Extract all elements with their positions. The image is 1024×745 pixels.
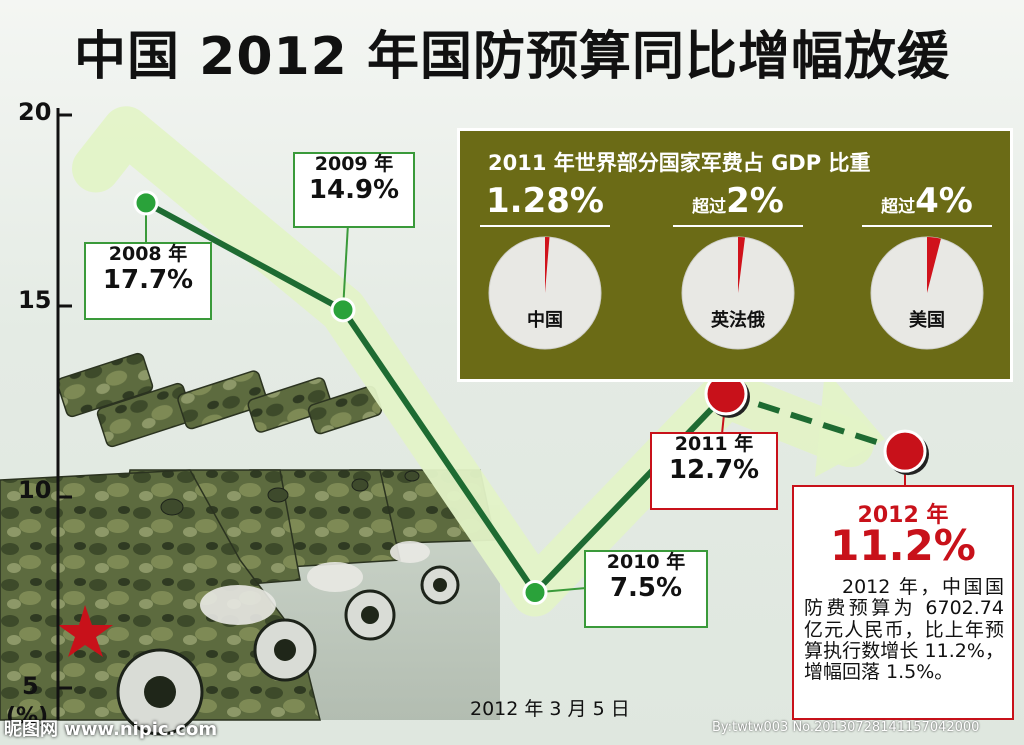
gdp-item-value: 1.28% (486, 181, 604, 221)
pie-slice (545, 237, 550, 293)
gdp-item-country: 中国 (527, 310, 563, 331)
gdp-panel-title: 2011 年世界部分国家军费占 GDP 比重 (488, 151, 871, 175)
gdp-item-prefix: 超过 (881, 197, 916, 217)
data-label-value: 14.9% (308, 174, 400, 205)
data-label-year: 2008 年 (108, 243, 188, 265)
y-tick-label: 5 (22, 672, 39, 700)
highlight-box-2012: 2012 年 11.2% 2012 年，中国国防费预算为 6702.74 亿元人… (792, 485, 1014, 720)
label-connector (342, 223, 349, 310)
data-label-value: 7.5% (609, 572, 683, 603)
gdp-item-country: 英法俄 (711, 310, 765, 331)
gdp-share-panel: 2011 年世界部分国家军费占 GDP 比重 1.28% 中国 超过2% 英法俄… (457, 128, 1013, 382)
pie-chart-usa (870, 236, 984, 350)
data-label-year: 2011 年 (674, 433, 754, 455)
trend-line (144, 200, 729, 596)
y-tick-label: 15 (18, 286, 52, 314)
data-label-2011: 2011 年 12.7% (650, 432, 778, 510)
data-label-value: 17.7% (102, 264, 194, 295)
vehicle-illustration (0, 352, 500, 736)
gdp-item-value: 4% (915, 181, 973, 221)
data-points-group (133, 190, 929, 605)
divider (480, 225, 610, 227)
divider (673, 225, 803, 227)
chart-title: 中国 2012 年国防预算同比增幅放缓 (74, 27, 950, 87)
data-point-2008 (133, 190, 159, 216)
trend-arrow-head (815, 369, 885, 478)
highlight-description: 2012 年，中国国防费预算为 6702.74 亿元人民币，比上年预算执行数增长… (804, 576, 1004, 684)
pie-slice (738, 237, 746, 293)
data-label-value: 12.7% (668, 454, 760, 485)
highlight-value: 11.2% (830, 521, 976, 570)
data-point-2009 (330, 297, 356, 323)
y-axis-unit: (%) (6, 704, 49, 729)
data-label-2009: 2009 年 14.9% (293, 152, 415, 228)
pie-chart-china (488, 236, 602, 350)
gdp-item-china: 1.28% 中国 (480, 181, 610, 381)
pie-slice (927, 237, 941, 293)
data-label-2008: 2008 年 17.7% (84, 242, 212, 320)
data-label-2010: 2010 年 7.5% (584, 550, 708, 628)
gdp-item-country: 美国 (909, 310, 945, 331)
gdp-item-usa: 超过4% 美国 (862, 181, 992, 381)
y-tick-label: 20 (18, 98, 52, 126)
y-tick-label: 10 (18, 476, 52, 504)
gdp-item-uk-fr-ru: 超过2% 英法俄 (673, 181, 803, 381)
watermark-right: By:twtw003 No.20130728141157042000 (712, 720, 980, 735)
data-point-2010 (522, 580, 548, 605)
data-label-year: 2009 年 (314, 153, 394, 175)
data-label-year: 2010 年 (606, 551, 686, 573)
divider (862, 225, 992, 227)
highlight-year: 2012 年 (857, 503, 949, 528)
trend-line-dashed (725, 391, 906, 455)
data-point-2012 (883, 429, 927, 473)
pie-chart-uk-fr-ru (681, 236, 795, 350)
watermark-left: 昵图网 www.nipic.com (4, 719, 218, 740)
date-caption: 2012 年 3 月 5 日 (470, 698, 630, 720)
y-axis-ticks (58, 113, 72, 690)
gdp-item-value: 2% (726, 181, 784, 221)
gdp-item-prefix: 超过 (692, 197, 727, 217)
